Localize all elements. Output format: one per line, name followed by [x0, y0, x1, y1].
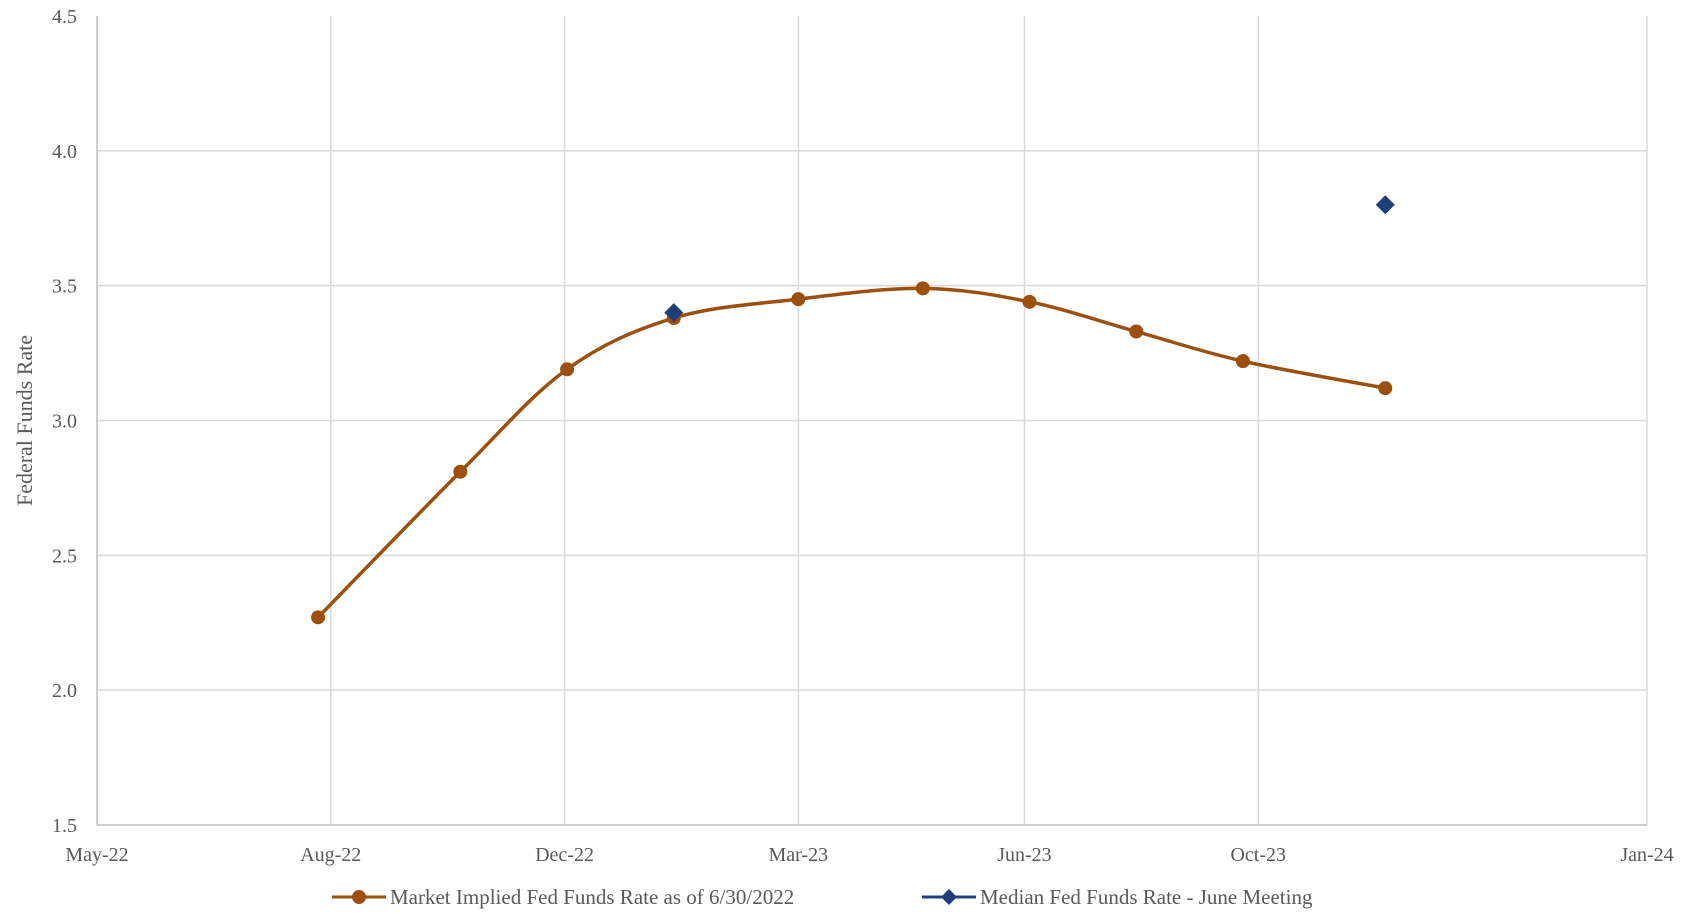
data-point-circle	[1129, 324, 1144, 339]
x-tick-label: Mar-23	[769, 844, 829, 866]
legend-item-median-rate: Median Fed Funds Rate - June Meeting	[920, 882, 1312, 912]
y-tick-label: 1.5	[52, 815, 77, 837]
x-tick-label: Jun-23	[997, 844, 1051, 866]
series-0	[311, 281, 1393, 625]
x-tick-label: Oct-23	[1230, 844, 1286, 866]
plot-frame	[96, 16, 1647, 826]
chart-canvas: 1.5 2.0 2.5 3.0 3.5 4.0 4.5 May-22 Aug-22 Dec-22…	[12, 6, 1674, 866]
y-tick-label: 4.5	[52, 6, 77, 28]
data-point-circle	[1378, 381, 1393, 396]
series-line	[316, 286, 1386, 619]
data-point-circle	[1022, 294, 1037, 309]
x-tick-label: Jan-24	[1620, 844, 1673, 866]
x-tick-label: May-22	[65, 844, 128, 866]
legend-item-market-implied: Market Implied Fed Funds Rate as of 6/30…	[330, 882, 794, 912]
legend-label-median-rate: Median Fed Funds Rate - June Meeting	[980, 884, 1313, 909]
legend-swatch-median-rate	[922, 889, 976, 905]
data-point-circle	[560, 362, 575, 377]
y-tick-label: 3.0	[52, 411, 77, 433]
x-tick-label: Aug-22	[300, 844, 361, 866]
y-axis-title: Federal Funds Rate	[12, 335, 37, 506]
data-point-circle	[453, 464, 468, 479]
data-point-diamond	[664, 303, 684, 323]
x-axis-ticks: May-22 Aug-22 Dec-22 Mar-23 Jun-23 Oct-23 Jan-…	[65, 844, 1673, 866]
data-point-circle	[915, 281, 930, 296]
x-tick-label: Dec-22	[535, 844, 594, 866]
legend-label-market-implied: Market Implied Fed Funds Rate as of 6/30…	[390, 884, 795, 909]
y-tick-label: 2.0	[52, 680, 77, 702]
y-tick-label: 2.5	[52, 545, 77, 567]
gridlines	[97, 16, 1648, 825]
data-point-circle	[311, 610, 326, 625]
data-point-circle	[791, 292, 806, 307]
legend-swatch-market-implied	[332, 890, 386, 904]
data-point-diamond	[1375, 195, 1395, 215]
y-tick-label: 3.5	[52, 276, 77, 298]
data-point-circle	[1235, 354, 1250, 369]
legend: Market Implied Fed Funds Rate as of 6/30…	[0, 882, 1690, 912]
series-1	[664, 195, 1395, 323]
series-layer	[311, 195, 1395, 625]
y-axis-ticks: 1.5 2.0 2.5 3.0 3.5 4.0 4.5	[52, 6, 77, 837]
y-tick-label: 4.0	[52, 141, 77, 163]
